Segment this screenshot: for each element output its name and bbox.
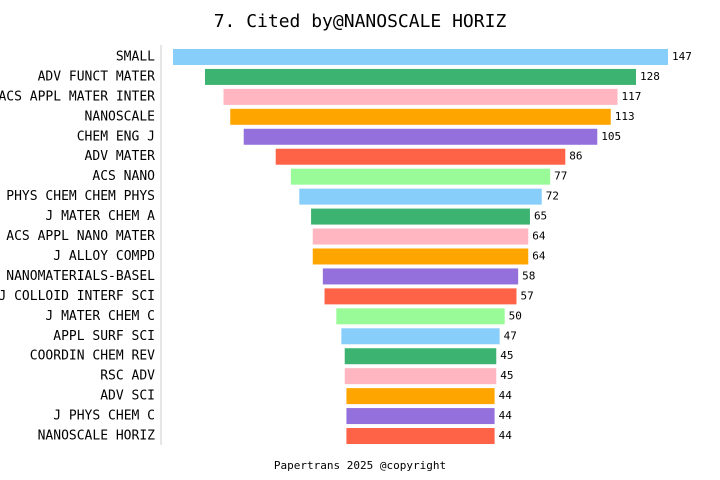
category-label: ADV MATER bbox=[85, 149, 156, 164]
value-label: 44 bbox=[499, 389, 513, 402]
bar bbox=[290, 168, 551, 185]
category-label: J ALLOY COMPD bbox=[53, 249, 155, 264]
bar bbox=[322, 268, 519, 285]
bar bbox=[311, 208, 530, 225]
bar bbox=[243, 128, 598, 145]
bar bbox=[336, 308, 505, 325]
value-label: 45 bbox=[500, 349, 513, 362]
chart-title: 7. Cited by@NANOSCALE HORIZ bbox=[214, 11, 507, 32]
bar bbox=[324, 288, 517, 305]
category-label: NANOSCALE HORIZ bbox=[38, 429, 156, 444]
footer: Papertrans 2025 @copyright bbox=[274, 459, 446, 472]
value-label: 58 bbox=[522, 269, 535, 282]
value-label: 44 bbox=[499, 409, 513, 422]
bar bbox=[346, 428, 495, 445]
value-label: 57 bbox=[520, 289, 533, 302]
category-label: COORDIN CHEM REV bbox=[30, 349, 155, 364]
value-label: 147 bbox=[672, 50, 692, 63]
bar bbox=[312, 228, 529, 245]
bar bbox=[204, 68, 637, 85]
value-label: 64 bbox=[532, 249, 546, 262]
value-label: 64 bbox=[532, 230, 546, 243]
category-label: NANOMATERIALS-BASEL bbox=[6, 269, 155, 284]
category-label: CHEM ENG J bbox=[77, 129, 155, 144]
category-label: ADV SCI bbox=[100, 389, 155, 404]
bar bbox=[223, 88, 618, 105]
value-label: 45 bbox=[500, 369, 513, 382]
bar bbox=[312, 248, 529, 265]
value-label: 77 bbox=[554, 170, 567, 183]
bar bbox=[344, 368, 497, 385]
bar bbox=[173, 48, 668, 65]
value-label: 72 bbox=[546, 190, 559, 203]
bar bbox=[299, 188, 542, 205]
value-label: 47 bbox=[504, 329, 517, 342]
category-label: J MATER CHEM C bbox=[45, 309, 155, 324]
category-label: J COLLOID INTERF SCI bbox=[0, 289, 155, 304]
bar bbox=[341, 328, 500, 345]
value-label: 65 bbox=[534, 210, 547, 223]
category-label: RSC ADV bbox=[100, 369, 155, 384]
category-label: APPL SURF SCI bbox=[53, 329, 155, 344]
category-label: NANOSCALE bbox=[85, 109, 155, 124]
bar bbox=[275, 148, 566, 165]
value-label: 50 bbox=[509, 309, 522, 322]
value-label: 113 bbox=[615, 110, 635, 123]
bar bbox=[344, 348, 497, 365]
category-label: ACS APPL NANO MATER bbox=[6, 229, 155, 244]
category-label: PHYS CHEM CHEM PHYS bbox=[6, 189, 155, 204]
bar bbox=[346, 388, 495, 405]
value-label: 105 bbox=[601, 130, 621, 143]
category-label: SMALL bbox=[116, 49, 155, 64]
value-label: 44 bbox=[499, 429, 513, 442]
bar bbox=[346, 408, 495, 425]
value-label: 86 bbox=[569, 150, 582, 163]
value-label: 128 bbox=[640, 70, 660, 83]
category-label: ACS NANO bbox=[92, 169, 155, 184]
value-label: 117 bbox=[621, 90, 641, 103]
category-label: ADV FUNCT MATER bbox=[38, 69, 156, 84]
category-label: J MATER CHEM A bbox=[45, 209, 155, 224]
bar bbox=[230, 108, 611, 125]
category-label: ACS APPL MATER INTER bbox=[0, 89, 155, 104]
category-label: J PHYS CHEM C bbox=[53, 409, 155, 424]
